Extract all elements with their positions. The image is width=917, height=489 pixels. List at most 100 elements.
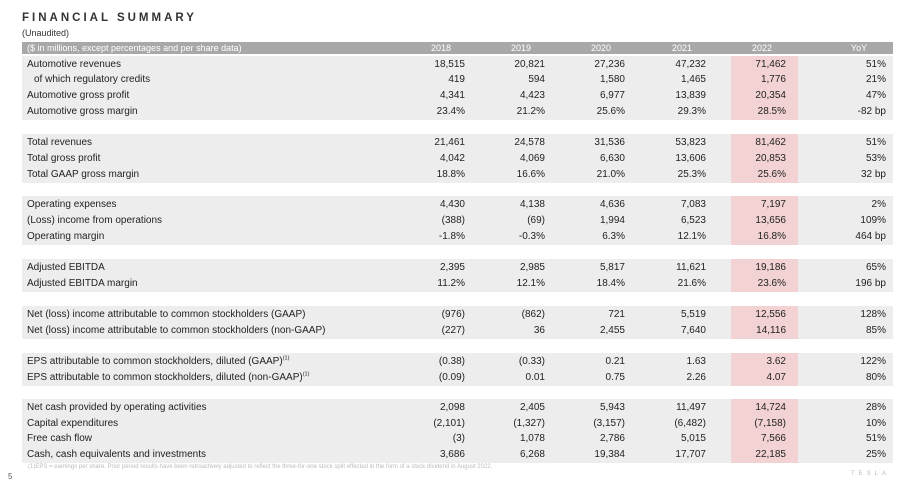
value-cell-2021: 13,839 (675, 90, 706, 101)
value-cell-2019: 21.2% (516, 106, 545, 117)
row-label: (Loss) income from operations (27, 213, 162, 229)
value-cell-2021: 13,606 (675, 153, 706, 164)
value-cell-2018: 3,686 (439, 449, 465, 460)
yoy-cell: 47% (865, 90, 886, 101)
row-label-text: Total gross profit (27, 153, 101, 164)
value-cell-2019: 16.6% (516, 169, 545, 180)
value-cell-2018: 4,042 (439, 153, 465, 164)
value-cell-2021: 29.3% (677, 106, 706, 117)
yoy-cell: 25% (865, 449, 886, 460)
value-cell-2019: 2,985 (519, 262, 545, 273)
year-header-2019: 2019 (510, 43, 532, 53)
yoy-cell: 80% (865, 372, 886, 383)
highlight-2022-column (731, 306, 798, 339)
value-cell-2020: 2,786 (599, 433, 625, 444)
table-row: Automotive revenues 18,515 20,821 27,236 47,… (22, 57, 893, 73)
value-cell-2022: 20,853 (755, 153, 786, 164)
row-label: Net cash provided by operating activitie… (27, 400, 207, 416)
value-cell-2022: 22,185 (755, 449, 786, 460)
table-row: Operating margin -1.8% -0.3% 6.3% 12.1% 16.8%… (22, 229, 893, 245)
value-cell-2019: 2,405 (519, 402, 545, 413)
value-cell-2022: 14,116 (756, 325, 786, 336)
value-cell-2020: 6,630 (599, 153, 625, 164)
footnote-marker: (1) (282, 355, 290, 362)
row-label-text: (Loss) income from operations (27, 215, 163, 226)
value-cell-2019: 594 (528, 74, 545, 85)
yoy-cell: -82 bp (857, 106, 886, 117)
value-cell-2022: 23.6% (757, 278, 786, 289)
value-cell-2018: (388) (441, 215, 465, 226)
row-label: Cash, cash equivalents and investments (27, 447, 206, 463)
value-cell-2018: (976) (441, 309, 465, 320)
value-cell-2020: 4,636 (599, 199, 625, 210)
table-row: Net cash provided by operating activitie… (22, 400, 893, 416)
row-label: Total GAAP gross margin (27, 167, 139, 183)
row-label: of which regulatory credits (34, 72, 150, 88)
row-label: Operating margin (27, 229, 104, 245)
yoy-cell: 21% (865, 74, 886, 85)
yoy-cell: 51% (865, 137, 886, 148)
row-label-text: Cash, cash equivalents and investments (27, 449, 206, 460)
value-cell-2018: (2,101) (433, 418, 465, 429)
value-cell-2020: 721 (608, 309, 625, 320)
value-cell-2018: 18.8% (436, 169, 465, 180)
row-label: Operating expenses (27, 197, 117, 213)
year-header-2018: 2018 (430, 43, 452, 53)
table-row: EPS attributable to common stockholders,… (22, 370, 893, 386)
value-cell-2019: 24,578 (514, 137, 545, 148)
value-cell-2018: (0.09) (438, 372, 465, 383)
value-cell-2021: 47,232 (675, 59, 706, 70)
row-label: Total gross profit (27, 151, 100, 167)
value-cell-2018: 4,341 (439, 90, 465, 101)
value-cell-2022: 7,197 (760, 199, 786, 210)
row-label-text: Adjusted EBITDA margin (27, 278, 138, 289)
row-label-text: EPS attributable to common stockholders,… (27, 372, 303, 383)
value-cell-2018: 2,395 (439, 262, 465, 273)
yoy-cell: 51% (865, 433, 886, 444)
value-cell-2022: 71,462 (755, 59, 786, 70)
row-label-text: EPS attributable to common stockholders,… (27, 356, 283, 367)
row-label: EPS attributable to common stockholders,… (27, 354, 289, 370)
value-cell-2019: (1,327) (513, 418, 545, 429)
value-cell-2019: 4,069 (519, 153, 545, 164)
value-cell-2021: 11,621 (676, 262, 706, 273)
value-cell-2020: 5,817 (599, 262, 625, 273)
table-row: Capital expenditures (2,101) (1,327) (3,157… (22, 416, 893, 432)
row-label-text: Net (loss) income attributable to common… (27, 309, 306, 320)
table-row: Automotive gross profit 4,341 4,423 6,977 13… (22, 88, 893, 104)
row-label: Automotive gross margin (27, 104, 138, 120)
row-label: Adjusted EBITDA margin (27, 276, 138, 292)
value-cell-2021: 21.6% (677, 278, 706, 289)
value-cell-2018: 23.4% (436, 106, 465, 117)
value-cell-2019: 0.01 (525, 372, 545, 383)
table-header: ($ in millions, except percentages and p… (22, 42, 893, 54)
value-cell-2018: 21,461 (434, 137, 465, 148)
value-cell-2021: 1,465 (680, 74, 706, 85)
value-cell-2022: 16.8% (757, 231, 786, 242)
row-label-text: Total GAAP gross margin (27, 169, 140, 180)
row-label-text: Operating expenses (27, 199, 117, 210)
row-label-text: Free cash flow (27, 433, 93, 444)
value-cell-2021: 7,640 (680, 325, 706, 336)
value-cell-2021: 12.1% (677, 231, 706, 242)
highlight-2022-column (731, 353, 798, 386)
table-row: (Loss) income from operations (388) (69) 1,… (22, 213, 893, 229)
row-label: Adjusted EBITDA (27, 260, 105, 276)
table-row: of which regulatory credits 419 594 1,580 1,… (22, 72, 893, 88)
value-cell-2022: 3.62 (766, 356, 786, 367)
value-cell-2021: 17,707 (675, 449, 706, 460)
value-cell-2020: 6.3% (602, 231, 625, 242)
value-cell-2018: (3) (452, 433, 465, 444)
value-cell-2022: 12,556 (755, 309, 786, 320)
value-cell-2022: 19,186 (755, 262, 786, 273)
yoy-cell: 28% (865, 402, 886, 413)
table-row: Operating expenses 4,430 4,138 4,636 7,083 7,… (22, 197, 893, 213)
row-label-text: Automotive gross profit (27, 90, 130, 101)
value-cell-2019: 4,423 (519, 90, 545, 101)
table-row: Total GAAP gross margin 18.8% 16.6% 21.0% 25… (22, 167, 893, 183)
row-label-text: Net cash provided by operating activitie… (27, 402, 207, 413)
yoy-cell: 32 bp (860, 169, 886, 180)
value-cell-2021: 53,823 (675, 137, 706, 148)
table-row: Net (loss) income attributable to common… (22, 307, 893, 323)
row-label: Total revenues (27, 135, 92, 151)
